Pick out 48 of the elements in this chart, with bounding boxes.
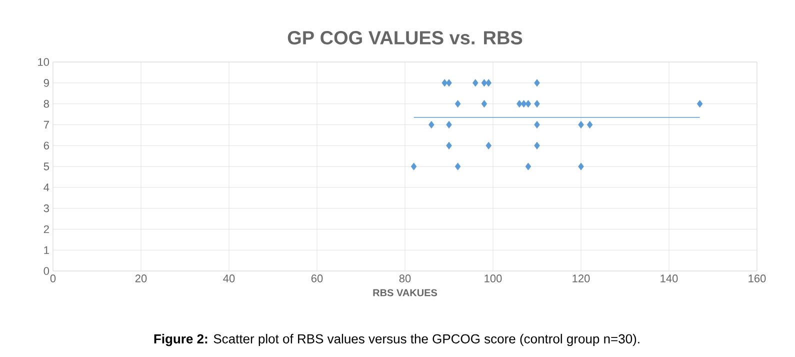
point <box>578 120 584 128</box>
y-tick-label: 5 <box>44 162 49 170</box>
point <box>534 120 540 128</box>
point <box>534 100 540 108</box>
point <box>446 79 452 87</box>
y-tick-label: 8 <box>44 100 49 108</box>
x-tick-label: 120 <box>572 274 590 282</box>
point <box>586 120 593 128</box>
y-tick-label: 2 <box>44 225 49 234</box>
x-tick-label: 40 <box>223 274 235 282</box>
x-tick-label: 60 <box>311 274 323 282</box>
y-tick-label: 9 <box>44 79 49 87</box>
point <box>442 79 448 87</box>
chart-title: GP COG VALUES vs. RBS <box>288 31 522 44</box>
text: Figure 2: Scatter plot of RBS values versus the GPCOG score (control group n=30). <box>154 334 640 346</box>
point <box>410 162 417 170</box>
point <box>578 162 584 170</box>
point <box>534 79 540 87</box>
x-tick-label: 20 <box>135 274 147 282</box>
x-axis-title: RBS VAKUES <box>373 289 438 296</box>
point <box>454 100 461 108</box>
y-tick-label: 4 <box>44 184 50 192</box>
y-tick-label: 10 <box>38 58 50 66</box>
point <box>486 79 492 87</box>
point <box>428 120 434 128</box>
x-tick-label: 0 <box>50 274 56 282</box>
point <box>520 100 527 108</box>
point <box>446 142 452 150</box>
x-tick-label: 100 <box>484 274 502 282</box>
x-tick-label: 80 <box>399 274 411 282</box>
point <box>516 100 522 108</box>
point <box>525 162 532 170</box>
x-tick-label: 160 <box>748 274 766 282</box>
point <box>454 162 461 170</box>
y-tick-label: 1 <box>44 246 49 254</box>
point <box>472 79 478 87</box>
point <box>481 79 488 87</box>
point <box>534 142 540 150</box>
point <box>481 100 488 108</box>
point <box>446 120 452 128</box>
y-tick-label: 7 <box>44 120 49 128</box>
point <box>486 142 492 150</box>
x-tick-label: 140 <box>660 274 678 282</box>
y-tick-label: 0 <box>44 267 50 275</box>
y-tick-label: 3 <box>44 204 49 212</box>
y-tick-label: 6 <box>44 142 49 150</box>
point <box>525 100 532 108</box>
point <box>696 100 703 108</box>
